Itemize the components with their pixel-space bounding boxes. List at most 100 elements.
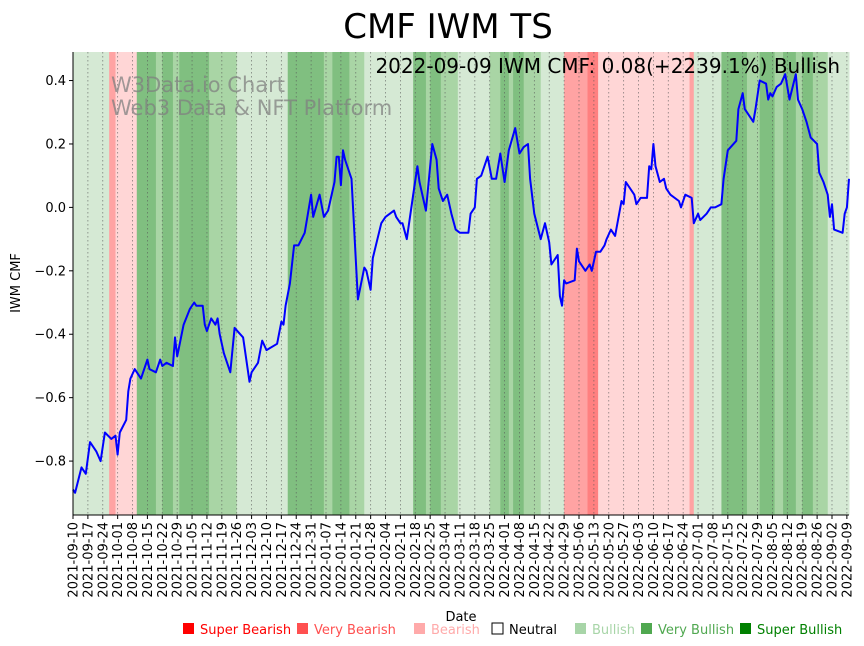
band-bearish	[115, 52, 138, 515]
legend-swatch	[414, 623, 425, 634]
band-super-bullish	[179, 52, 210, 515]
y-axis-label: IWM CMF	[9, 253, 24, 313]
x-tick-label: 2022-06-17	[662, 522, 677, 598]
band-very-bullish	[523, 52, 542, 515]
x-tick-label: 2022-07-15	[721, 522, 736, 598]
x-tick-label: 2022-01-07	[319, 522, 334, 598]
cmf-line	[72, 73, 850, 494]
band-super-bullish	[721, 52, 748, 515]
x-tick-label: 2022-03-18	[468, 522, 483, 598]
x-tick-label: 2021-12-31	[305, 522, 320, 598]
x-tick-label: 2021-11-05	[186, 522, 201, 598]
legend-label: Very Bullish	[658, 623, 734, 638]
legend-label: Bearish	[431, 623, 480, 638]
band-bullish	[364, 52, 414, 515]
x-tick-label: 2021-09-24	[96, 522, 111, 598]
legend-item-neutral: Neutral	[491, 622, 557, 638]
x-tick-label: 2021-11-26	[230, 522, 245, 598]
x-tick-label: 2022-09-09	[840, 522, 855, 598]
x-tick-label: 2021-10-15	[141, 522, 156, 598]
x-tick-label: 2021-12-03	[245, 522, 260, 598]
legend-item-super-bullish: Super Bullish	[740, 623, 842, 638]
legend-swatch	[491, 622, 504, 635]
band-super-bullish	[500, 52, 510, 515]
x-tick-label: 2021-12-17	[275, 522, 290, 598]
band-super-bullish	[287, 52, 325, 515]
band-bearish	[598, 52, 691, 515]
x-tick-label: 2021-11-12	[200, 522, 215, 598]
x-tick-label: 2022-06-10	[647, 522, 662, 598]
legend-item-bullish: Bullish	[575, 623, 635, 638]
x-tick-label: 2022-03-04	[439, 522, 454, 598]
band-bullish	[693, 52, 722, 515]
x-tick-label: 2022-08-19	[796, 522, 811, 598]
band-very-bullish	[489, 52, 501, 515]
band-very-bullish	[746, 52, 761, 515]
x-tick-label: 2021-12-10	[260, 522, 275, 598]
band-super-bullish	[513, 52, 525, 515]
band-super-bullish	[332, 52, 350, 515]
chart-title: CMF IWM TS	[343, 7, 553, 47]
x-tick-label: 2022-05-27	[617, 522, 632, 598]
legend-swatch	[183, 623, 194, 634]
y-tick-label: −0.2	[34, 264, 66, 279]
x-axis-label: Date	[445, 610, 476, 625]
band-very-bullish	[209, 52, 238, 515]
x-tick-label: 2022-02-11	[394, 522, 409, 598]
band-very-bullish	[172, 52, 180, 515]
legend-item-bearish: Bearish	[414, 623, 480, 638]
y-tick-label: −0.4	[34, 328, 66, 343]
watermark: W3Data.io Chart Web3 Data & NFT Platform	[111, 73, 392, 120]
legend-label: Super Bullish	[757, 623, 842, 638]
x-tick-label: 2022-05-13	[587, 522, 602, 598]
x-tick-label: 2022-01-14	[334, 522, 349, 598]
x-tick-label: 2022-01-21	[349, 522, 364, 598]
legend-item-very-bearish: Very Bearish	[297, 623, 396, 638]
x-tick-label: 2021-09-10	[67, 522, 82, 598]
x-tick-label: 2021-10-01	[111, 522, 126, 598]
x-tick-label: 2022-04-29	[558, 522, 573, 598]
x-tick-label: 2022-01-28	[364, 522, 379, 598]
band-bullish	[827, 52, 850, 515]
band-bullish	[236, 52, 289, 515]
legend-label: Super Bearish	[200, 623, 291, 638]
x-tick-label: 2022-07-01	[692, 522, 707, 598]
x-tick-label: 2022-07-08	[706, 522, 721, 598]
band-very-bullish	[323, 52, 333, 515]
x-tick-label: 2022-02-18	[409, 522, 424, 598]
x-tick-label: 2022-06-03	[632, 522, 647, 598]
band-super-bullish	[136, 52, 157, 515]
x-tick-label: 2022-08-12	[781, 522, 796, 598]
x-tick-label: 2021-12-24	[290, 522, 305, 598]
x-tick-label: 2021-10-08	[126, 522, 141, 598]
y-tick-label: 0.0	[45, 201, 66, 216]
y-tick-label: −0.6	[34, 391, 66, 406]
band-super-bullish	[430, 52, 442, 515]
legend: Super Bearish Very Bearish Bearish Neutral B…	[183, 622, 842, 638]
x-tick-label: 2021-09-17	[81, 522, 96, 598]
band-super-bullish	[759, 52, 776, 515]
legend-swatch	[641, 623, 652, 634]
x-tick-label: 2022-08-05	[766, 522, 781, 598]
band-super-bullish	[783, 52, 797, 515]
legend-label: Bullish	[592, 623, 635, 638]
watermark-line-2: Web3 Data & NFT Platform	[111, 96, 392, 120]
x-tick-label: 2022-04-08	[513, 522, 528, 598]
x-tick-label: 2022-04-22	[543, 522, 558, 598]
band-very-bearish	[689, 52, 695, 515]
legend-label: Very Bearish	[314, 623, 396, 638]
band-very-bullish	[774, 52, 784, 515]
band-super-bearish	[587, 52, 599, 515]
x-tick-label: 2022-03-25	[483, 522, 498, 598]
band-very-bullish	[508, 52, 514, 515]
x-tick-label: 2021-11-19	[215, 522, 230, 598]
x-ticks: 2021-09-10 2021-09-17 2021-09-24 2021-10-01…	[67, 515, 855, 598]
legend-label: Neutral	[509, 623, 557, 638]
x-tick-label: 2022-04-01	[498, 522, 513, 598]
x-tick-label: 2022-05-06	[572, 522, 587, 598]
band-bullish	[540, 52, 565, 515]
x-tick-label: 2022-06-24	[677, 522, 692, 598]
y-tick-label: 0.2	[45, 137, 66, 152]
y-ticks: 0.4 0.2 0.0 −0.2 −0.4 −0.6 −0.8	[34, 74, 73, 470]
